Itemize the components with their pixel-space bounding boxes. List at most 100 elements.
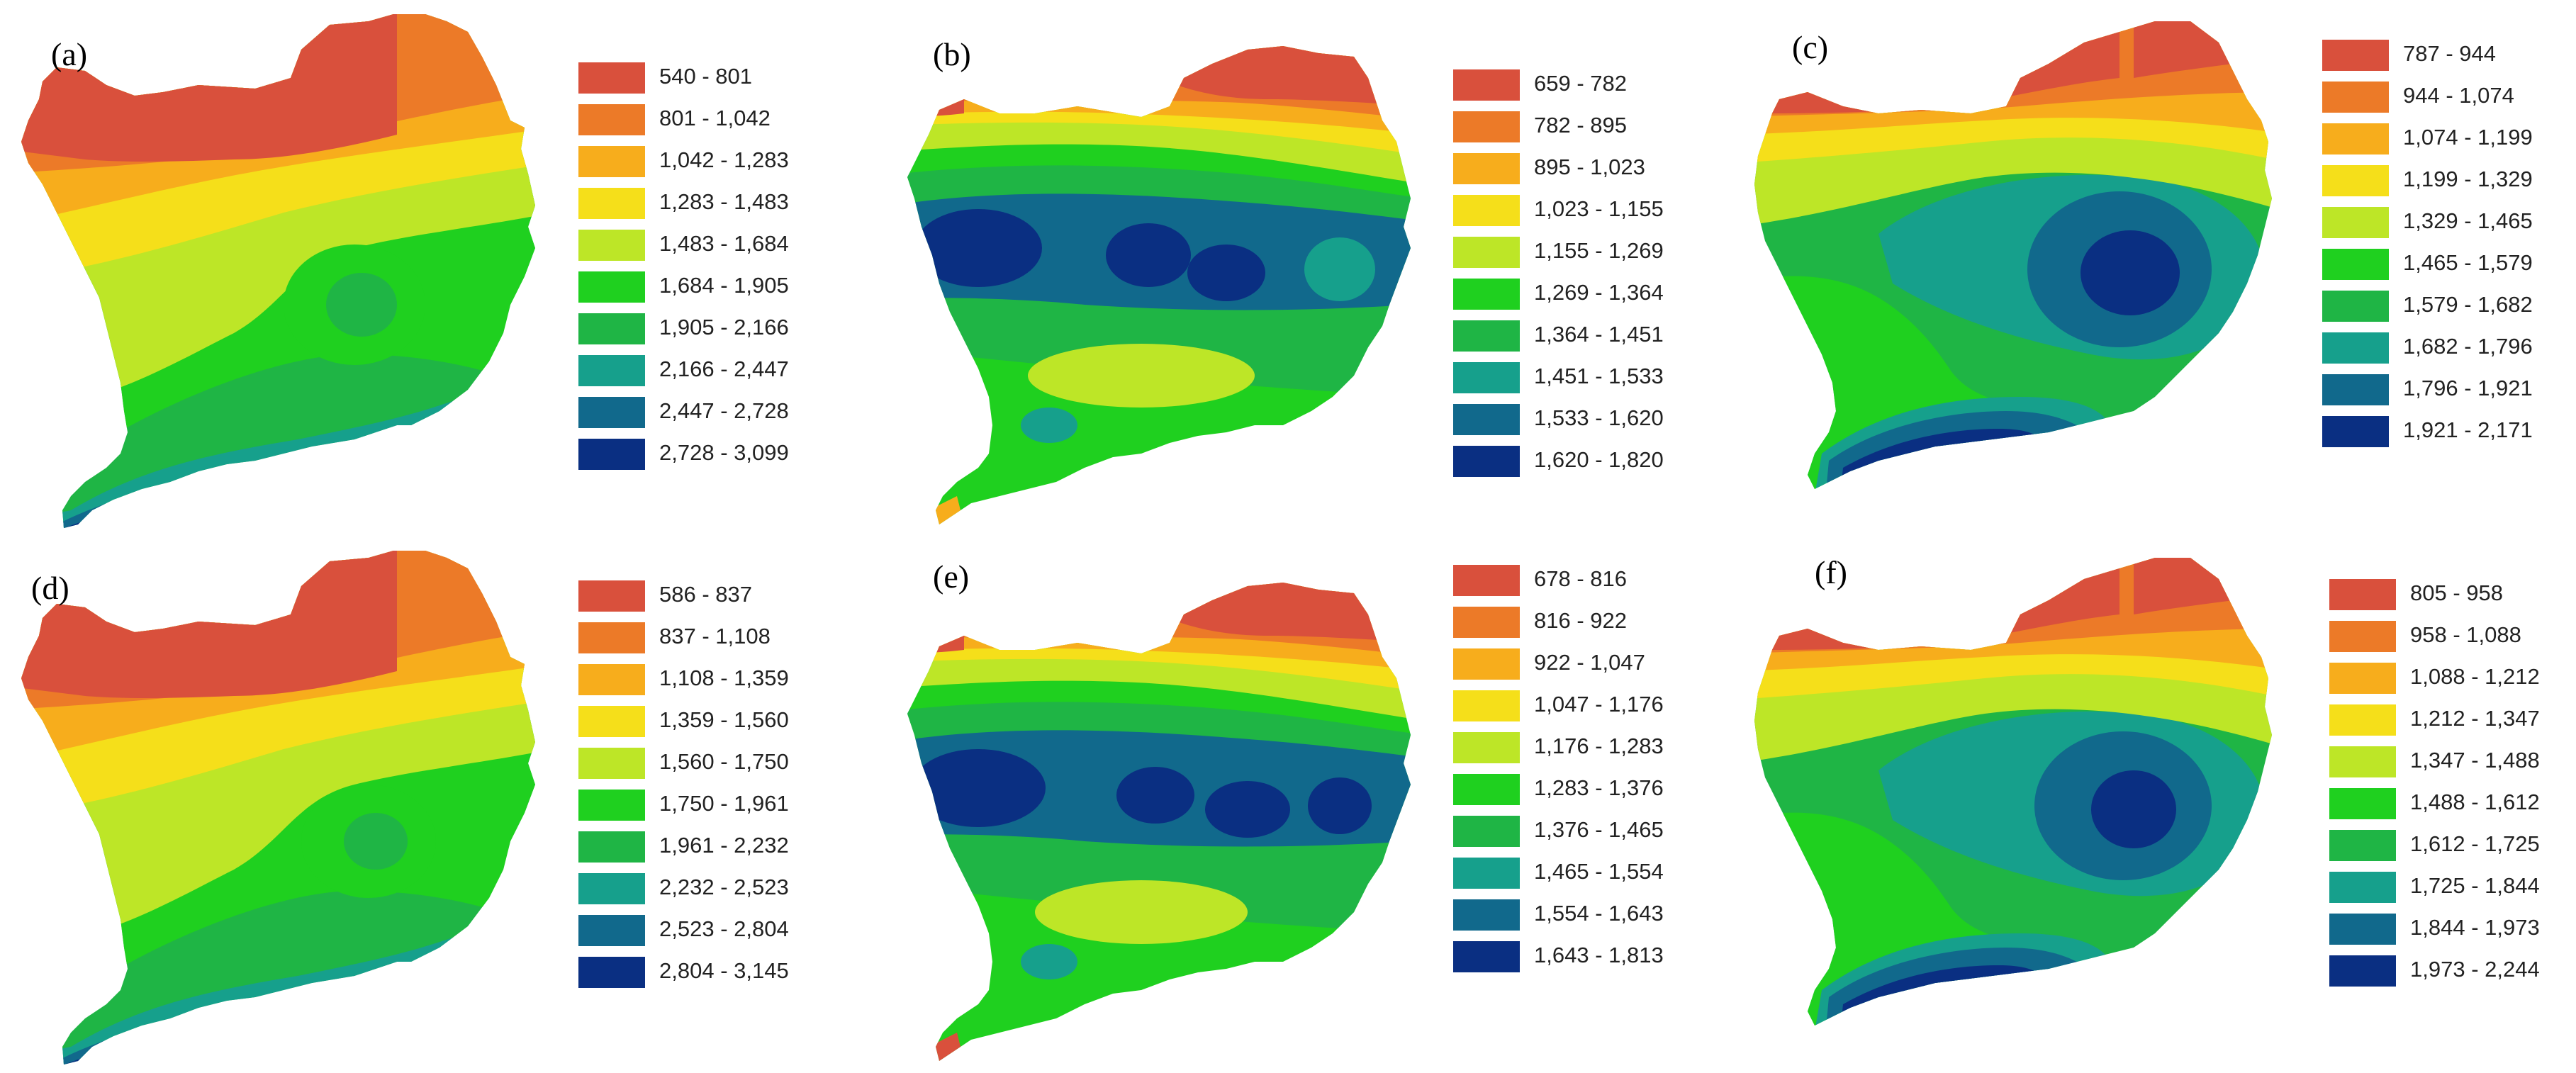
legend-swatch [1453, 732, 1520, 763]
legend-swatch [1453, 858, 1520, 889]
legend-label: 2,232 - 2,523 [659, 875, 789, 899]
legend-label: 1,283 - 1,483 [659, 189, 789, 214]
legend-swatch [1453, 899, 1520, 931]
legend-swatch [578, 313, 645, 344]
legend-entry: 1,483 - 1,684 [578, 230, 848, 264]
legend-entry: 1,488 - 1,612 [2329, 788, 2576, 822]
legend-entry: 1,023 - 1,155 [1453, 195, 1723, 229]
panel-d: (d) 586 - 837 837 - 1,108 1,108 - 1,359 1,3… [0, 536, 851, 1073]
legend-swatch [1453, 195, 1520, 226]
legend-entry: 586 - 837 [578, 580, 848, 614]
legend-label: 1,074 - 1,199 [2403, 125, 2533, 150]
legend-label: 1,554 - 1,643 [1534, 901, 1664, 926]
legend-entry: 1,269 - 1,364 [1453, 279, 1723, 313]
legend-swatch [578, 439, 645, 470]
legend-label: 1,684 - 1,905 [659, 273, 789, 298]
legend-label: 805 - 958 [2410, 580, 2503, 605]
legend-entry: 2,523 - 2,804 [578, 915, 848, 949]
legend-entry: 816 - 922 [1453, 607, 1723, 641]
legend-swatch [1453, 774, 1520, 805]
legend-label: 1,465 - 1,579 [2403, 250, 2533, 275]
legend-entry: 1,684 - 1,905 [578, 271, 848, 305]
legend-label: 895 - 1,023 [1534, 155, 1645, 179]
legend-swatch [2322, 123, 2389, 155]
legend-swatch [1453, 690, 1520, 721]
legend-entry: 2,804 - 3,145 [578, 957, 848, 991]
legend-swatch [578, 915, 645, 946]
legend-entry: 2,447 - 2,728 [578, 397, 848, 431]
panel-f: (f) 805 - 958 958 - 1,088 1,088 - 1,212 1,2… [1737, 536, 2576, 1073]
legend-swatch [2329, 788, 2396, 819]
legend-label: 1,682 - 1,796 [2403, 334, 2533, 359]
legend-label: 1,612 - 1,725 [2410, 831, 2540, 856]
legend-label: 586 - 837 [659, 582, 752, 607]
legend-swatch [1453, 279, 1520, 310]
legend: 586 - 837 837 - 1,108 1,108 - 1,359 1,359 -… [578, 580, 848, 1006]
legend-label: 1,023 - 1,155 [1534, 196, 1664, 221]
legend-label: 2,728 - 3,099 [659, 440, 789, 465]
legend-entry: 1,844 - 1,973 [2329, 914, 2576, 948]
legend-swatch [578, 104, 645, 135]
legend-label: 1,579 - 1,682 [2403, 292, 2533, 317]
legend-entry: 1,283 - 1,376 [1453, 774, 1723, 808]
legend-swatch [2322, 249, 2389, 280]
legend-entry: 787 - 944 [2322, 40, 2576, 74]
legend-swatch [2322, 165, 2389, 196]
legend-swatch [1453, 607, 1520, 638]
legend-entry: 944 - 1,074 [2322, 82, 2576, 116]
legend-entry: 1,042 - 1,283 [578, 146, 848, 180]
legend-swatch [1453, 320, 1520, 352]
legend-swatch [578, 664, 645, 695]
legend-label: 1,212 - 1,347 [2410, 706, 2540, 731]
legend-label: 958 - 1,088 [2410, 622, 2521, 647]
legend-label: 1,533 - 1,620 [1534, 405, 1664, 430]
legend-entry: 1,905 - 2,166 [578, 313, 848, 347]
legend-swatch [2322, 416, 2389, 447]
legend-label: 816 - 922 [1534, 608, 1627, 633]
legend-label: 1,376 - 1,465 [1534, 817, 1664, 842]
panel-a: (a) 540 - 801 801 - 1,042 1,042 - 1,283 1,2… [0, 0, 851, 536]
legend-swatch [2322, 332, 2389, 364]
legend-label: 1,347 - 1,488 [2410, 748, 2540, 773]
legend-swatch [578, 790, 645, 821]
legend-swatch [2322, 207, 2389, 238]
legend-swatch [1453, 111, 1520, 142]
legend-swatch [2329, 872, 2396, 903]
legend-entry: 1,108 - 1,359 [578, 664, 848, 698]
legend-label: 1,451 - 1,533 [1534, 364, 1664, 388]
legend-label: 1,973 - 2,244 [2410, 957, 2540, 982]
legend-label: 801 - 1,042 [659, 106, 771, 130]
legend-label: 2,166 - 2,447 [659, 356, 789, 381]
legend-entry: 1,465 - 1,554 [1453, 858, 1723, 892]
legend-entry: 922 - 1,047 [1453, 648, 1723, 682]
legend-swatch [1453, 648, 1520, 680]
legend-label: 1,844 - 1,973 [2410, 915, 2540, 940]
legend-label: 1,042 - 1,283 [659, 147, 789, 172]
legend-swatch [2329, 830, 2396, 861]
legend-label: 1,176 - 1,283 [1534, 734, 1664, 758]
legend-label: 2,447 - 2,728 [659, 398, 789, 423]
legend-swatch [2329, 621, 2396, 652]
legend-entry: 895 - 1,023 [1453, 153, 1723, 187]
legend-swatch [1453, 153, 1520, 184]
legend-entry: 1,560 - 1,750 [578, 748, 848, 782]
panel-label: (e) [933, 558, 970, 595]
legend-entry: 1,465 - 1,579 [2322, 249, 2576, 283]
legend-label: 1,155 - 1,269 [1534, 238, 1664, 263]
legend-label: 1,364 - 1,451 [1534, 322, 1664, 347]
legend-swatch [2329, 955, 2396, 987]
legend-entry: 1,199 - 1,329 [2322, 165, 2576, 199]
legend-entry: 1,074 - 1,199 [2322, 123, 2576, 157]
legend-swatch [578, 146, 645, 177]
legend-label: 1,047 - 1,176 [1534, 692, 1664, 717]
legend-label: 1,329 - 1,465 [2403, 208, 2533, 233]
legend-swatch [2322, 374, 2389, 405]
legend-entry: 659 - 782 [1453, 69, 1723, 103]
legend-label: 1,088 - 1,212 [2410, 664, 2540, 689]
legend-swatch [578, 622, 645, 653]
legend-swatch [2322, 291, 2389, 322]
legend-swatch [1453, 404, 1520, 435]
legend-entry: 1,973 - 2,244 [2329, 955, 2576, 989]
legend-entry: 1,796 - 1,921 [2322, 374, 2576, 408]
legend-label: 1,483 - 1,684 [659, 231, 789, 256]
